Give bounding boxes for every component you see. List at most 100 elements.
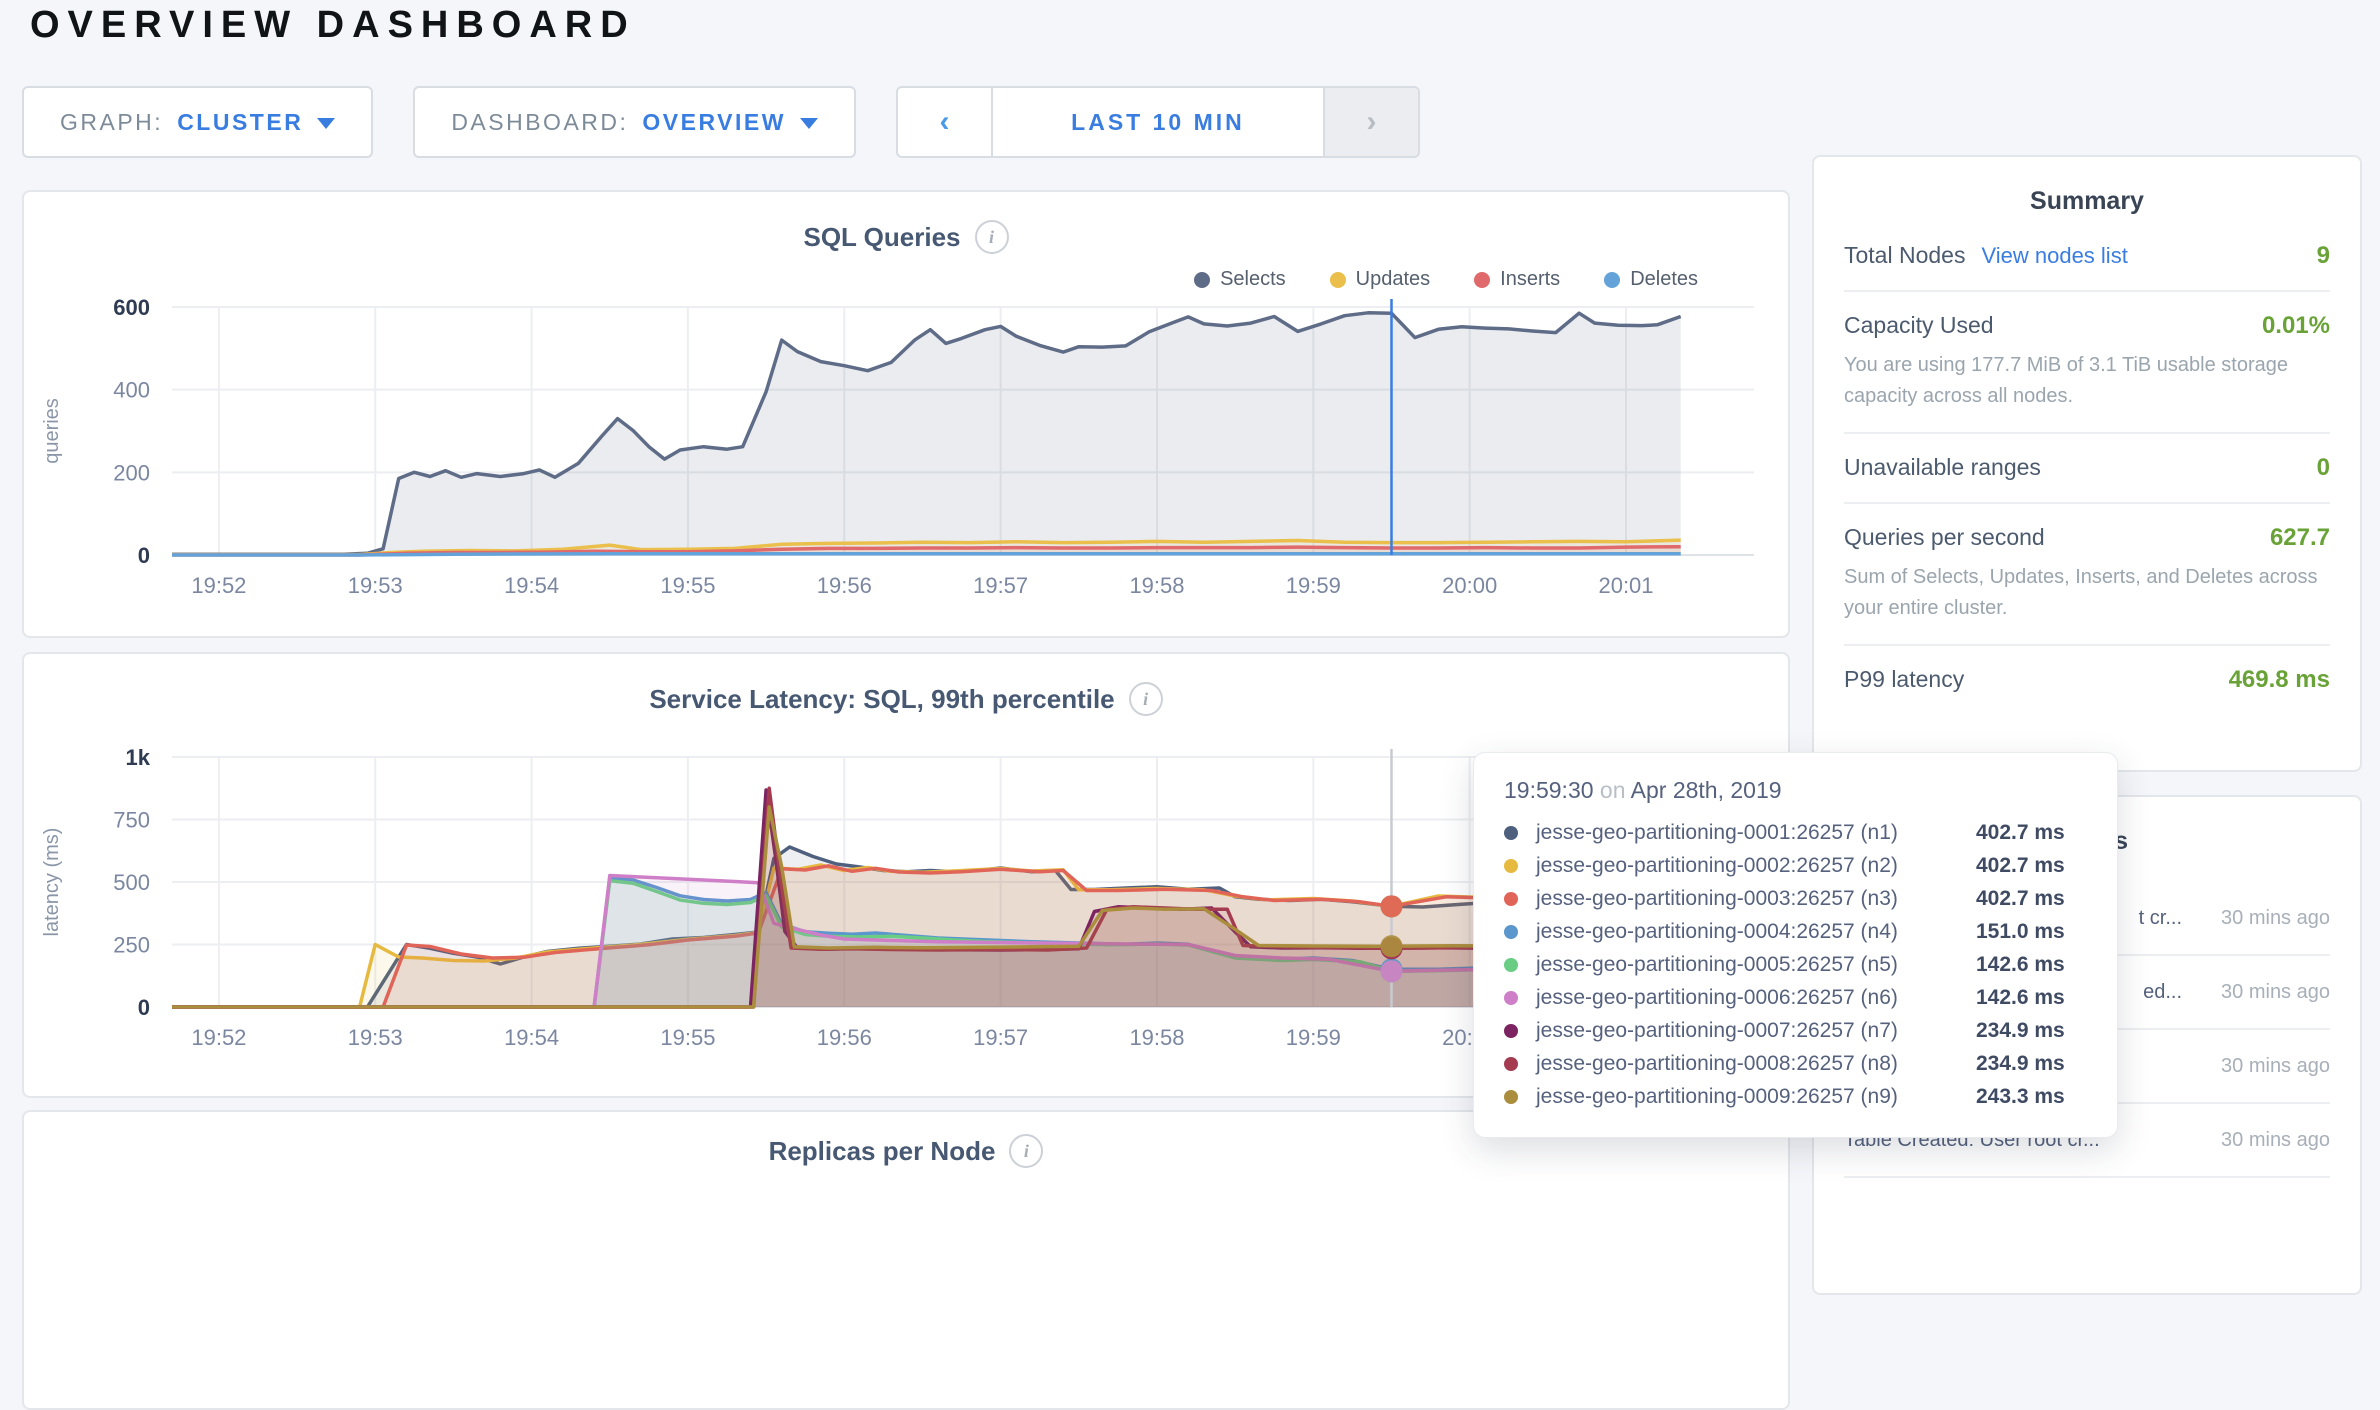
time-range-prev-button[interactable]: ‹ — [898, 88, 993, 156]
x-tick-label: 19:55 — [660, 1025, 715, 1050]
event-time: 30 mins ago — [2221, 1055, 2330, 1077]
x-tick-label: 19:59 — [1286, 1025, 1341, 1050]
summary-panel: Summary Total Nodes View nodes list 9 Ca… — [1812, 155, 2362, 772]
node-latency-value: 142.6 ms — [1976, 952, 2065, 976]
tooltip-row: jesse-geo-partitioning-0008:26257 (n8) 2… — [1504, 1047, 2087, 1080]
queries-per-second-value: 627.7 — [2269, 524, 2330, 551]
unavailable-ranges-value: 0 — [2316, 454, 2330, 481]
time-range-next-button[interactable]: › — [1322, 88, 1418, 156]
legend-item-updates[interactable]: Updates — [1329, 268, 1430, 291]
series-area-n7 — [172, 790, 1681, 1007]
divider — [1844, 644, 2330, 646]
x-tick-label: 19:57 — [973, 573, 1028, 598]
graph-dropdown[interactable]: GRAPH: CLUSTER — [22, 86, 374, 158]
node-latency-value: 402.7 ms — [1976, 853, 2065, 877]
y-tick-label: 750 — [113, 808, 150, 833]
hover-dot-n6 — [1380, 960, 1403, 983]
node-dot-icon — [1504, 924, 1518, 939]
time-range-value[interactable]: LAST 10 MIN — [1071, 108, 1245, 135]
sql-queries-title: SQL Queries — [803, 221, 961, 252]
node-latency-value: 234.9 ms — [1976, 1051, 2065, 1075]
inserts-dot-icon — [1474, 271, 1491, 288]
x-tick-label: 19:56 — [817, 1025, 872, 1050]
x-tick-label: 19:54 — [504, 1025, 559, 1050]
node-dot-icon — [1504, 1089, 1518, 1104]
info-icon[interactable]: i — [1009, 1134, 1044, 1168]
info-icon[interactable]: i — [1128, 682, 1163, 716]
legend-item-inserts[interactable]: Inserts — [1474, 268, 1560, 291]
p99-latency-value: 469.8 ms — [2228, 666, 2330, 693]
legend-item-selects[interactable]: Selects — [1194, 268, 1286, 291]
hover-dot-n9 — [1380, 935, 1403, 958]
node-name: jesse-geo-partitioning-0002:26257 (n2) — [1536, 853, 1898, 877]
node-dot-icon — [1504, 1023, 1518, 1038]
sql-queries-legend: Selects Updates Inserts Deletes — [1194, 268, 1698, 291]
p99-latency-row: P99 latency 469.8 ms — [1844, 666, 2330, 694]
series-area-n6 — [172, 875, 1681, 1007]
node-latency-value: 142.6 ms — [1976, 985, 2065, 1009]
node-dot-icon — [1504, 858, 1518, 873]
node-name: jesse-geo-partitioning-0004:26257 (n4) — [1536, 919, 1898, 943]
dashboard-controls: GRAPH: CLUSTER DASHBOARD: OVERVIEW ‹ LAS… — [22, 86, 1420, 158]
deletes-dot-icon — [1604, 271, 1621, 288]
page-title: OVERVIEW DASHBOARD — [30, 4, 636, 46]
dashboard-dropdown[interactable]: DASHBOARD: OVERVIEW — [413, 86, 856, 158]
series-line-n3 — [172, 864, 1681, 1009]
capacity-used-value: 0.01% — [2261, 312, 2330, 339]
y-tick-label: 1k — [126, 745, 151, 770]
sql-queries-chart[interactable]: 0 200 400 600 19:52 19:53 19:54 19:55 19:56 19:57… — [24, 282, 1772, 632]
total-nodes-label: Total Nodes — [1844, 242, 1966, 268]
y-axis-title: queries — [41, 398, 63, 464]
x-tick-label: 19:56 — [817, 573, 872, 598]
series-area-n5 — [172, 880, 1681, 1007]
node-name: jesse-geo-partitioning-0003:26257 (n3) — [1536, 886, 1898, 910]
y-tick-label: 500 — [113, 870, 150, 895]
node-latency-value: 243.3 ms — [1976, 1084, 2065, 1108]
legend-item-deletes[interactable]: Deletes — [1604, 268, 1698, 291]
series-line-Deletes — [172, 552, 1681, 557]
dashboard-dropdown-label: DASHBOARD: — [451, 108, 629, 135]
tooltip-row: jesse-geo-partitioning-0007:26257 (n7) 2… — [1504, 1014, 2087, 1047]
x-tick-label: 20:01 — [1598, 573, 1653, 598]
x-tick-label: 19:53 — [348, 1025, 403, 1050]
y-tick-label: 600 — [113, 295, 150, 320]
y-axis-title: latency (ms) — [41, 828, 63, 937]
x-tick-label: 19:52 — [191, 573, 246, 598]
x-tick-label: 19:58 — [1129, 573, 1184, 598]
node-dot-icon — [1504, 1056, 1518, 1071]
node-latency-value: 402.7 ms — [1976, 886, 2065, 910]
node-dot-icon — [1504, 891, 1518, 906]
y-tick-label: 200 — [113, 460, 150, 485]
node-name: jesse-geo-partitioning-0009:26257 (n9) — [1536, 1084, 1898, 1108]
unavailable-ranges-row: Unavailable ranges 0 — [1844, 454, 2330, 482]
graph-dropdown-value: CLUSTER — [177, 108, 304, 135]
capacity-used-row: Capacity Used 0.01% — [1844, 312, 2330, 340]
chevron-left-icon: ‹ — [939, 105, 950, 138]
tooltip-row: jesse-geo-partitioning-0009:26257 (n9) 2… — [1504, 1080, 2087, 1113]
x-tick-label: 19:58 — [1129, 1025, 1184, 1050]
tooltip-row: jesse-geo-partitioning-0001:26257 (n1) 4… — [1504, 816, 2087, 849]
service-latency-chart[interactable]: 0 250 500 750 1k 19:52 19:53 19:54 19:55 19:56 19:… — [24, 739, 1772, 1099]
y-tick-label: 0 — [138, 995, 150, 1020]
series-area-Selects — [172, 312, 1681, 555]
tooltip-row: jesse-geo-partitioning-0006:26257 (n6) 1… — [1504, 981, 2087, 1014]
p99-latency-label: P99 latency — [1844, 666, 1965, 692]
event-time: 30 mins ago — [2221, 1129, 2330, 1151]
tooltip-timestamp: 19:59:30 on Apr 28th, 2019 — [1504, 777, 1782, 803]
info-icon[interactable]: i — [974, 220, 1009, 254]
selects-dot-icon — [1194, 271, 1211, 288]
time-range-selector: ‹ LAST 10 MIN › — [895, 86, 1420, 158]
x-tick-label: 19:55 — [660, 573, 715, 598]
chevron-down-icon — [317, 118, 336, 129]
total-nodes-value: 9 — [2316, 242, 2330, 269]
view-nodes-list-link[interactable]: View nodes list — [1981, 243, 2128, 268]
node-dot-icon — [1504, 957, 1518, 972]
divider — [1844, 432, 2330, 434]
summary-title: Summary — [2030, 187, 2144, 215]
series-line-n6 — [172, 873, 1681, 1009]
x-tick-label: 19:54 — [504, 573, 559, 598]
x-tick-label: 19:57 — [973, 1025, 1028, 1050]
replicas-per-node-panel: Replicas per Node i — [22, 1110, 1790, 1410]
node-dot-icon — [1504, 990, 1518, 1005]
y-tick-label: 0 — [138, 543, 150, 568]
